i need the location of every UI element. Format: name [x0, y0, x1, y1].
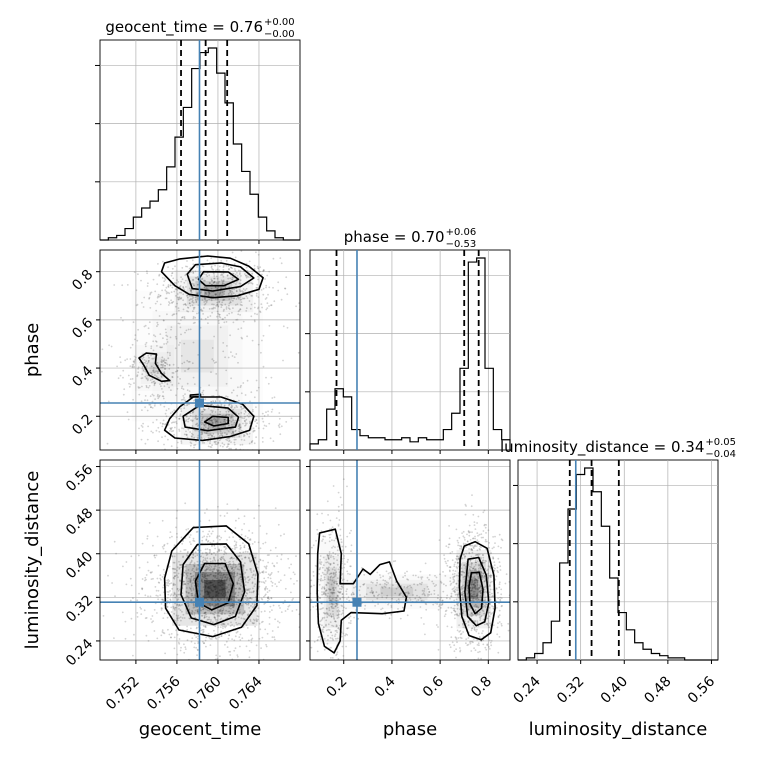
contour-inner: [189, 393, 202, 398]
y-axis-label-phase: phase: [22, 323, 43, 377]
x-tick-label: 0.760: [185, 674, 225, 714]
panel-hist-phase: [305, 249, 511, 454]
density-cell: [149, 362, 160, 374]
contour-inner: [468, 571, 484, 615]
density-cell: [326, 567, 338, 617]
panel-title-phase: phase = 0.70 +0.06−0.53: [344, 227, 476, 250]
injection-marker: [194, 597, 204, 607]
injection-marker: [352, 597, 362, 607]
x-tick-label: 0.8: [468, 674, 495, 701]
panel-frame: [309, 249, 511, 451]
x-tick-label: 0.6: [420, 673, 447, 700]
x-tick-label: 0.56: [685, 673, 718, 706]
density-cell: [328, 578, 335, 605]
x-tick-label: 0.2: [324, 674, 351, 701]
panel-hist-geocent_time: [95, 39, 301, 244]
x-axis-label-phase: phase: [383, 719, 437, 740]
y-tick-label: 0.40: [63, 549, 96, 582]
contour-outer: [163, 525, 259, 638]
panel-title-sub: −0.00: [264, 29, 295, 40]
injection-marker: [194, 398, 204, 408]
panel-title-luminosity_distance: luminosity_distance = 0.34 +0.05−0.04: [500, 437, 736, 460]
density-cell: [181, 339, 214, 373]
x-tick-label: 0.764: [226, 673, 266, 713]
density-cell: [172, 552, 258, 626]
x-axis-label-luminosity_distance: luminosity_distance: [529, 719, 708, 740]
contour-inner: [197, 270, 240, 287]
panel-title-sub: −0.04: [705, 449, 736, 460]
y-axis-label-luminosity_distance: luminosity_distance: [22, 471, 43, 650]
panel-frame: [309, 459, 511, 661]
panel-frame: [99, 249, 301, 451]
y-tick-label: 0.48: [63, 505, 96, 538]
x-tick-label: 0.756: [144, 673, 184, 713]
panel-2d-geocent_time-luminosity_distance: [96, 459, 301, 664]
y-tick-label: 0.56: [63, 462, 96, 495]
contour-mid: [180, 543, 246, 626]
density-cell: [204, 580, 226, 599]
y-tick-label: 0.32: [63, 592, 96, 625]
panel-title-main: geocent_time = 0.76: [105, 18, 263, 37]
x-tick-label: 0.752: [103, 674, 143, 714]
x-tick-label: 0.24: [511, 673, 544, 706]
density-cell: [323, 555, 340, 628]
y-tick-label: 0.4: [69, 363, 96, 390]
contour-outer: [138, 352, 171, 383]
y-tick-label: 0.2: [69, 411, 96, 438]
panel-title-sub: −0.53: [446, 239, 477, 250]
y-tick-label: 0.24: [63, 636, 96, 669]
contour-inner: [203, 415, 229, 427]
histogram-phase: [309, 257, 511, 450]
panel-title-sup: +0.00: [264, 17, 295, 28]
panel-title-main: luminosity_distance = 0.34: [500, 438, 704, 457]
panel-title-sup: +0.06: [446, 227, 477, 238]
contour-outer: [316, 528, 408, 654]
panel-title-main: phase = 0.70: [344, 228, 445, 246]
contour-mid: [182, 404, 240, 432]
panel-background: [310, 460, 510, 660]
panel-content: [310, 460, 510, 660]
panel-title-sup: +0.05: [705, 437, 736, 448]
panel-hist-luminosity_distance: [513, 459, 719, 664]
density-cell: [469, 579, 479, 599]
contour-mid: [464, 556, 490, 627]
x-tick-label: 0.32: [554, 674, 587, 707]
x-tick-label: 0.4: [372, 673, 399, 700]
panel-content: [100, 250, 300, 450]
contour-outer: [458, 540, 496, 641]
contour-mid: [186, 262, 255, 292]
contour-inner: [194, 562, 235, 611]
panel-content: [100, 460, 300, 660]
histogram-luminosity_distance: [518, 467, 718, 661]
panel-2d-geocent_time-phase: [96, 249, 301, 454]
x-tick-label: 0.48: [641, 674, 674, 707]
x-tick-label: 0.40: [598, 674, 631, 707]
panel-frame: [99, 459, 301, 661]
x-axis-label-geocent_time: geocent_time: [139, 719, 262, 740]
density-cell: [366, 583, 428, 601]
density-cell: [380, 587, 414, 597]
panel-2d-phase-luminosity_distance: [306, 459, 511, 664]
panel-title-geocent_time: geocent_time = 0.76 +0.00−0.00: [105, 17, 294, 40]
density-cell: [207, 418, 226, 429]
contour-outer: [160, 255, 264, 299]
y-tick-label: 0.8: [69, 267, 96, 294]
y-tick-label: 0.6: [69, 315, 96, 342]
